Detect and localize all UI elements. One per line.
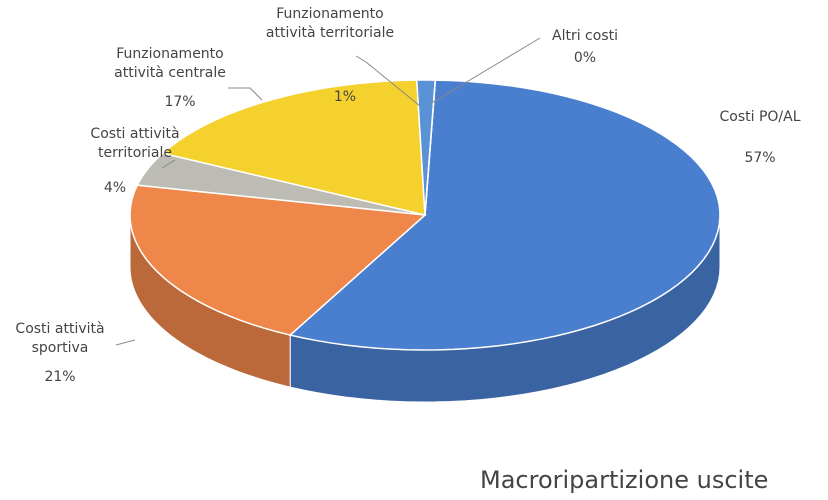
value-label: 21% (44, 369, 76, 385)
leader-line (355, 55, 421, 107)
slice-label: Costi PO/AL (719, 109, 801, 125)
slice-label: Costi attività territoriale (90, 126, 180, 161)
slice-label: Funzionamento attività territoriale (265, 6, 395, 41)
pie-slice (288, 79, 721, 351)
value-label: 57% (744, 150, 776, 166)
value-label: 4% (103, 180, 127, 196)
value-label: 1% (333, 89, 357, 105)
pie-slice (129, 184, 427, 336)
pie-slice (136, 152, 426, 216)
leader-line (429, 37, 541, 105)
leader-lines (115, 37, 541, 346)
slice-label: Funzionamento attività centrale (114, 46, 226, 81)
slice-label: Costi attività sportiva (15, 321, 105, 356)
leader-line (228, 87, 263, 101)
leader-line (161, 159, 176, 169)
leader-line (115, 339, 136, 346)
chart-title: Macroripartizione uscite (480, 466, 769, 494)
value-label: 17% (164, 94, 196, 110)
slice-label: Altri costi (552, 28, 618, 44)
value-label: 0% (573, 50, 597, 66)
pie-slice (160, 79, 426, 216)
